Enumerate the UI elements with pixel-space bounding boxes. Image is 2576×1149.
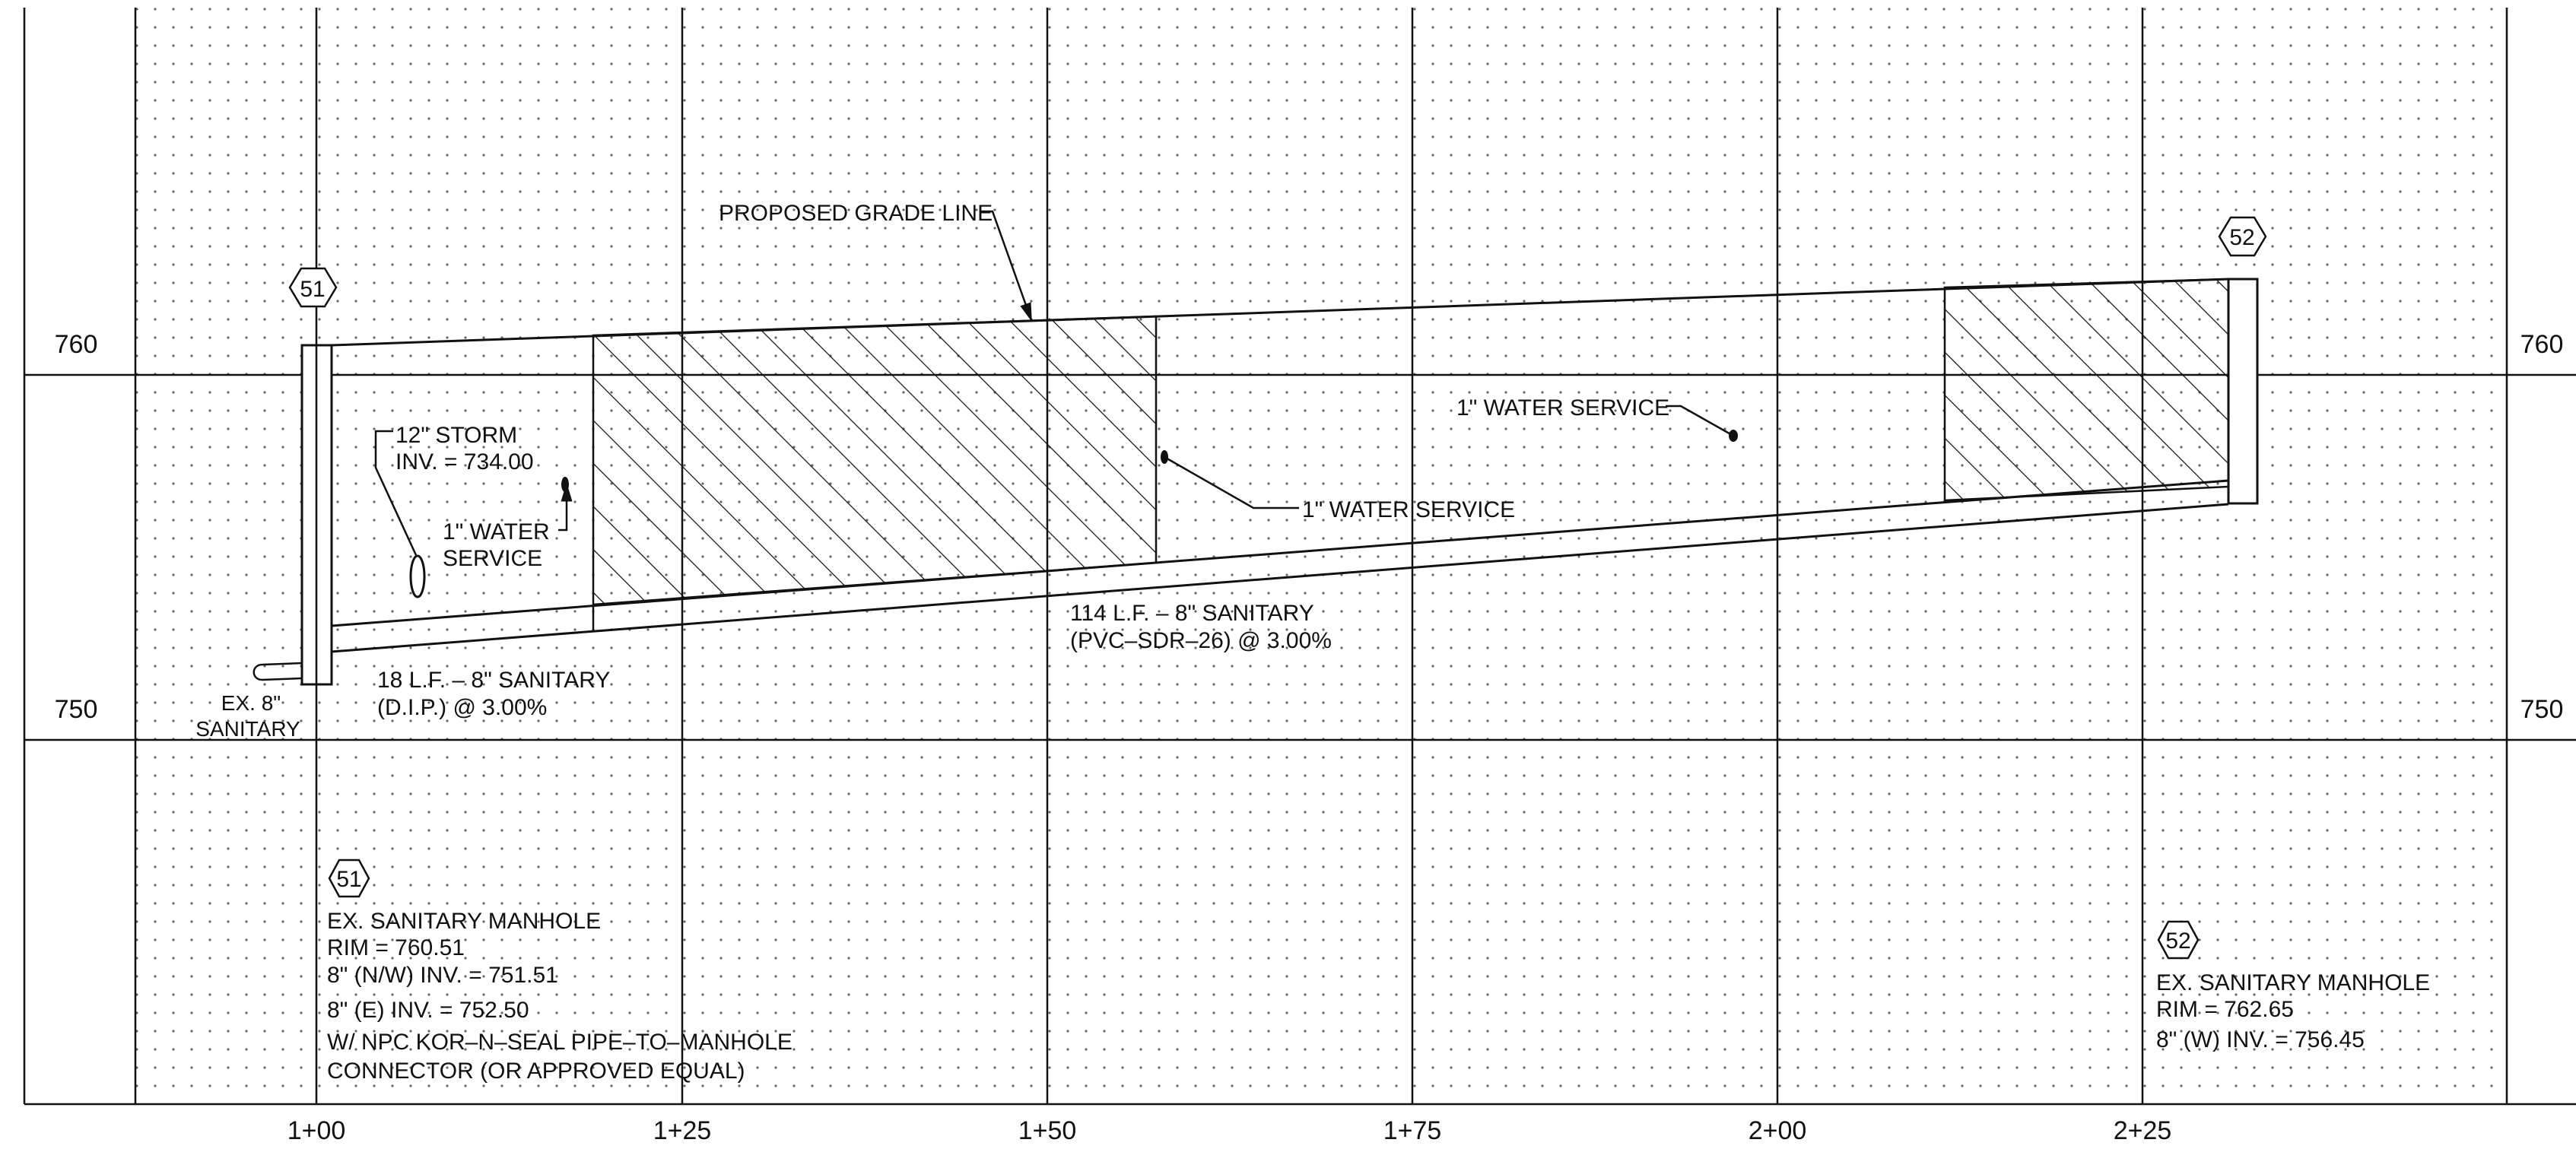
storm-callout-line1: 12" STORM [395,423,517,448]
hatched-zone-right [1943,278,2230,502]
manhole-52-tag-label: 52 [2229,225,2254,250]
proposed-grade-callout: PROPOSED GRADE LINE [719,201,993,226]
manhole-51-notes: 51 EX. SANITARY MANHOLE RIM = 760.51 8" … [327,859,792,1084]
station-label: 2+00 [1749,1116,1807,1145]
water-left-leader [558,482,573,532]
ex-sanitary-label-line1: EX. 8" [221,691,281,715]
water-left-callout-line1: 1" WATER [443,519,550,544]
pipe-short-label-line2: (D.I.P.) @ 3.00% [377,695,547,720]
manhole-51-note-line: W/ NPC KOR–N–SEAL PIPE–TO–MANHOLE [327,1030,792,1055]
manhole-52-tag: 52 [2218,216,2267,257]
storm-callout-line2: INV. = 734.00 [395,449,534,475]
dotted-grid [135,8,2505,1103]
pipe-long-label-line1: 114 L.F. – 8" SANITARY [1070,601,1314,626]
manhole-51-notes-tag: 51 [336,867,361,892]
water-right-leader [1666,405,1734,437]
manhole-51-note-line: 8" (E) INV. = 752.50 [327,998,529,1023]
manhole-51-tag-label: 51 [300,277,325,302]
storm-leader [374,430,418,556]
station-label: 1+00 [287,1116,346,1145]
elevation-label-760-right: 760 [2520,330,2564,359]
water-left-callout-line2: SERVICE [443,546,542,571]
manhole-51-tag: 51 [288,267,338,308]
sanitary-pipe-top [331,479,2229,627]
storm-pipe-crossing [409,554,426,598]
ex-sanitary-label-line2: SANITARY [195,717,300,741]
water-mid-leader [1164,455,1299,509]
manhole-52-note-line: RIM = 762.65 [2156,997,2294,1022]
water-mid-callout: 1" WATER SERVICE [1302,497,1515,522]
manhole-51-note-line: RIM = 760.51 [327,935,465,960]
elevation-label-750-left: 750 [55,695,98,724]
manhole-51-note-line: 8" (N/W) INV. = 751.51 [327,963,558,988]
water-right-callout: 1" WATER SERVICE [1456,395,1669,421]
pipe-long-label-line2: (PVC–SDR–26) @ 3.00% [1070,628,1332,653]
station-label: 1+50 [1018,1116,1077,1145]
manhole-52-notes: 52 EX. SANITARY MANHOLE RIM = 762.65 8" … [2156,920,2430,1052]
water-service-left [561,477,569,492]
station-label: 2+25 [2114,1116,2172,1145]
manhole-52-notes-tag: 52 [2165,928,2190,954]
pipe-short-label-line1: 18 L.F. – 8" SANITARY [377,668,610,693]
station-label: 1+25 [653,1116,712,1145]
proposed-grade-line [331,278,2229,347]
manhole-51-note-line: CONNECTOR (OR APPROVED EQUAL) [327,1059,745,1084]
sanitary-pipe-bottom [331,503,2229,653]
elevation-label-750-right: 750 [2520,695,2564,724]
profile-grid [23,8,2576,1106]
station-label: 1+75 [1383,1116,1442,1145]
elevation-label-760-left: 760 [55,330,98,359]
manhole-52-structure [2227,278,2259,505]
manhole-51-note-line: EX. SANITARY MANHOLE [327,909,601,934]
manhole-52-note-line: EX. SANITARY MANHOLE [2156,970,2430,995]
hatched-zone-left [592,315,1158,606]
manhole-52-note-line: 8" (W) INV. = 756.45 [2156,1027,2365,1052]
proposed-grade-leader [981,210,1033,322]
existing-sanitary-stub [253,662,303,681]
